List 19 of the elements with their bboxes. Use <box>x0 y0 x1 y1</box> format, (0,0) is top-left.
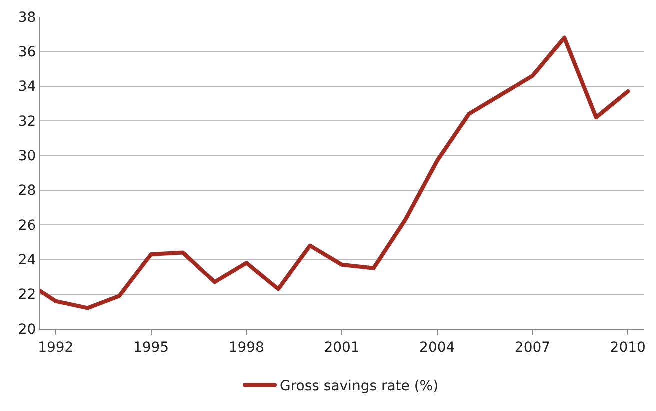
x-tick-label: 1995 <box>133 340 170 356</box>
y-tick-label: 22 <box>18 287 36 304</box>
y-tick-label: 26 <box>18 218 36 234</box>
x-tick-label: 2007 <box>514 340 551 356</box>
legend-label: Gross savings rate (%) <box>280 378 439 395</box>
y-tick-label: 36 <box>18 44 36 61</box>
y-tick-label: 24 <box>18 252 36 269</box>
y-tick-label: 32 <box>18 114 36 130</box>
line-series <box>40 36 630 310</box>
x-tick-label: 2001 <box>324 340 360 356</box>
y-tick-label: 34 <box>18 79 36 96</box>
y-tick-label: 38 <box>18 10 36 26</box>
y-tick-label: 20 <box>18 322 36 338</box>
y-tick-label: 30 <box>18 148 36 165</box>
y-tick-label: 28 <box>18 183 36 200</box>
x-tick-label: 1992 <box>38 340 74 356</box>
x-tick-label: 2010 <box>610 340 646 356</box>
x-tick-label: 1998 <box>228 340 264 356</box>
x-tick-label: 2004 <box>420 340 456 356</box>
